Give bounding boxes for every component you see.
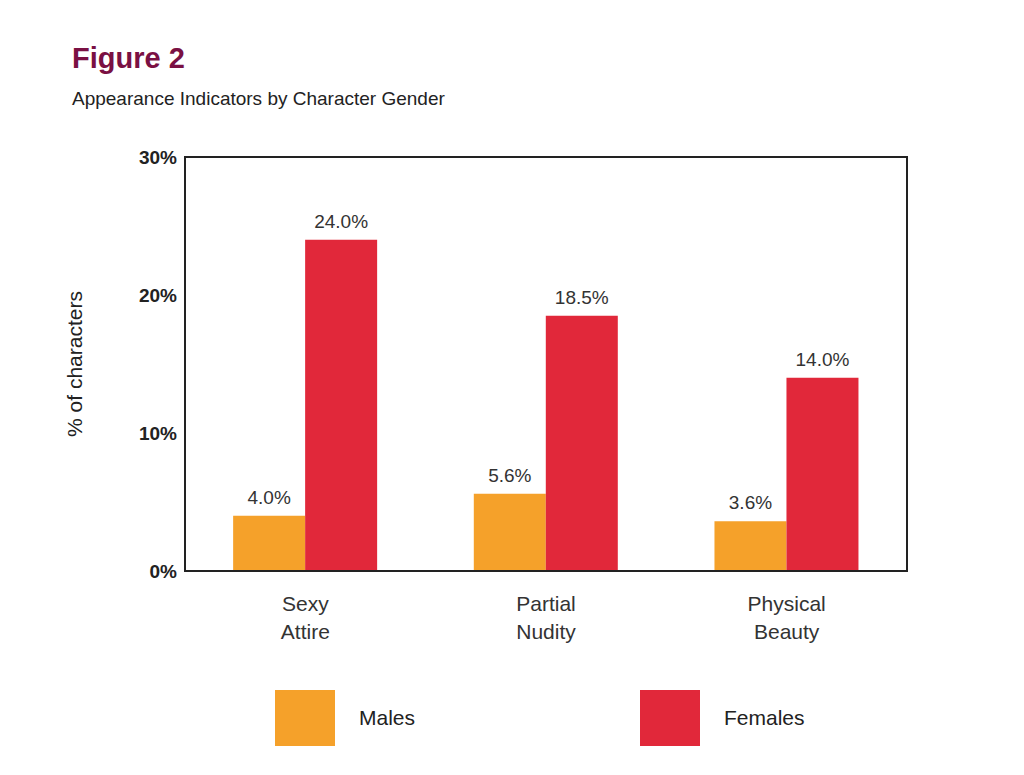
svg-text:4.0%: 4.0% bbox=[247, 487, 290, 508]
svg-text:3.6%: 3.6% bbox=[729, 492, 772, 513]
html-text:Appearance Indicators by Chara: Appearance Indicators by Character Gende… bbox=[72, 88, 445, 109]
svg-text:SexyAttire: SexyAttire bbox=[281, 592, 330, 643]
svg-text:PartialNudity: PartialNudity bbox=[516, 592, 576, 643]
svg-text:30%: 30% bbox=[139, 147, 177, 168]
svg-text:24.0%: 24.0% bbox=[314, 211, 368, 232]
svg-text:10%: 10% bbox=[139, 423, 177, 444]
svg-text:20%: 20% bbox=[139, 285, 177, 306]
svg-text:5.6%: 5.6% bbox=[488, 465, 531, 486]
html-text:Females: Females bbox=[724, 706, 805, 729]
svg-text:18.5%: 18.5% bbox=[555, 287, 609, 308]
html-text:Figure 2: Figure 2 bbox=[72, 42, 185, 74]
html-text:Males: Males bbox=[359, 706, 415, 729]
svg-text:14.0%: 14.0% bbox=[796, 349, 850, 370]
svg-text:PhysicalBeauty: PhysicalBeauty bbox=[748, 592, 826, 643]
svg-text:0%: 0% bbox=[150, 561, 178, 582]
svg-text:% of characters: % of characters bbox=[63, 291, 86, 437]
